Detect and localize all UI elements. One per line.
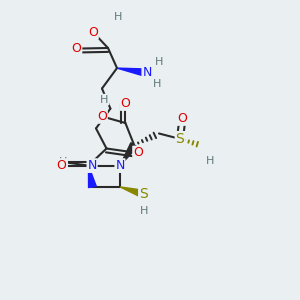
Text: H: H [206,155,214,166]
Polygon shape [117,68,148,77]
Text: S: S [139,187,148,201]
Text: O: O [88,26,98,39]
Text: N: N [142,66,152,80]
Polygon shape [120,187,145,198]
Text: H: H [114,12,123,22]
Text: H: H [59,157,67,167]
Text: H: H [100,94,109,105]
Text: O: O [121,97,130,110]
Text: O: O [57,159,66,172]
Text: O: O [72,42,81,55]
Text: H: H [140,206,148,216]
Text: O: O [178,112,187,125]
Polygon shape [120,143,137,166]
Text: H: H [155,57,163,67]
Text: N: N [115,159,125,172]
Text: N: N [87,159,97,172]
Text: H: H [153,79,162,89]
Text: S: S [176,132,184,146]
Polygon shape [88,166,96,188]
Text: O: O [133,146,143,160]
Text: O: O [97,110,107,123]
